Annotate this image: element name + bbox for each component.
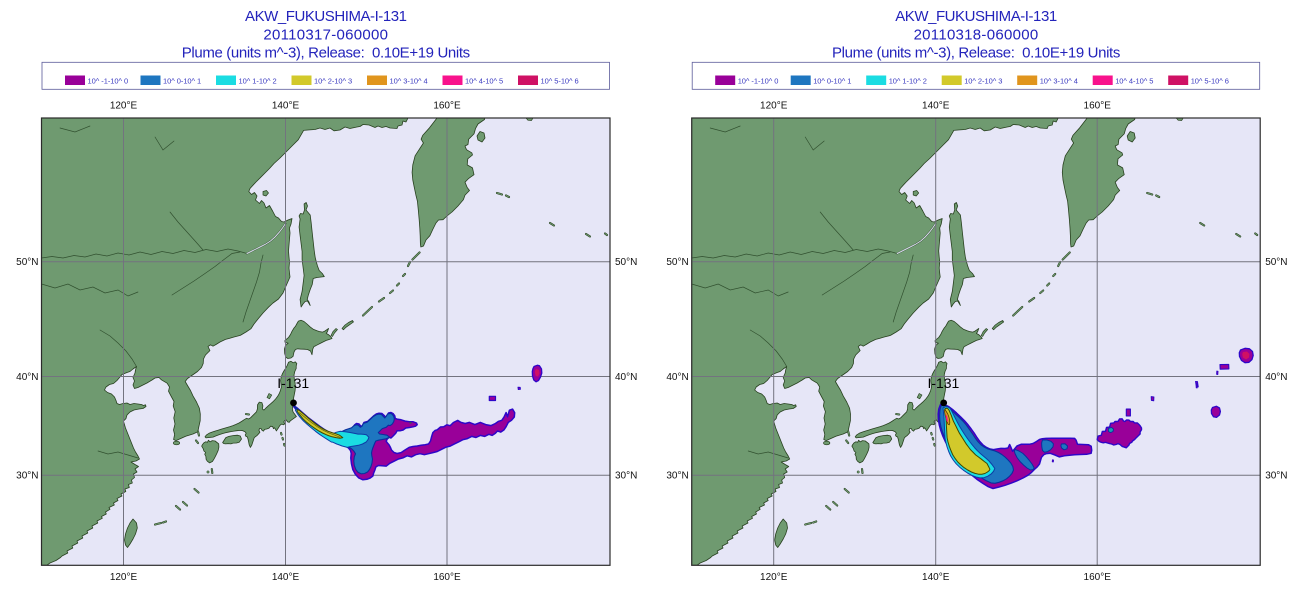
svg-text:10^ 5-10^ 6: 10^ 5-10^ 6 — [541, 77, 579, 86]
svg-text:30°N: 30°N — [666, 471, 688, 482]
svg-text:10^ 1-10^ 2: 10^ 1-10^ 2 — [239, 77, 277, 86]
svg-text:I-131: I-131 — [277, 375, 309, 391]
svg-text:140°E: 140°E — [922, 101, 950, 112]
svg-text:50°N: 50°N — [666, 257, 688, 268]
svg-text:AKW_FUKUSHIMA-I-131: AKW_FUKUSHIMA-I-131 — [245, 8, 407, 25]
svg-text:50°N: 50°N — [615, 257, 637, 268]
svg-text:160°E: 160°E — [1084, 101, 1112, 112]
svg-text:I-131: I-131 — [927, 375, 959, 391]
svg-text:Plume (units m^-3), Release:: Plume (units m^-3), Release: 0.10E+19 Un… — [832, 45, 1120, 62]
svg-text:160°E: 160°E — [433, 101, 461, 112]
svg-text:10^ 1-10^ 2: 10^ 1-10^ 2 — [889, 77, 927, 86]
svg-text:30°N: 30°N — [1265, 471, 1287, 482]
svg-text:10^ 5-10^ 6: 10^ 5-10^ 6 — [1191, 77, 1229, 86]
svg-text:30°N: 30°N — [16, 471, 38, 482]
svg-text:Plume (units m^-3), Release:: Plume (units m^-3), Release: 0.10E+19 Un… — [182, 45, 470, 62]
svg-text:160°E: 160°E — [1084, 572, 1112, 583]
svg-text:20110318-060000: 20110318-060000 — [914, 27, 1039, 44]
svg-text:10^ 4-10^ 5: 10^ 4-10^ 5 — [465, 77, 503, 86]
svg-text:140°E: 140°E — [272, 572, 300, 583]
svg-text:120°E: 120°E — [110, 101, 138, 112]
svg-text:10^ -1-10^ 0: 10^ -1-10^ 0 — [738, 77, 779, 86]
svg-text:120°E: 120°E — [760, 572, 788, 583]
svg-text:10^ 2-10^ 3: 10^ 2-10^ 3 — [964, 77, 1002, 86]
svg-text:10^ 0-10^ 1: 10^ 0-10^ 1 — [163, 77, 201, 86]
svg-text:20110317-060000: 20110317-060000 — [263, 27, 388, 44]
svg-text:160°E: 160°E — [433, 572, 461, 583]
svg-text:40°N: 40°N — [16, 372, 38, 383]
svg-text:140°E: 140°E — [272, 101, 300, 112]
svg-text:10^ -1-10^ 0: 10^ -1-10^ 0 — [88, 77, 129, 86]
svg-text:10^ 3-10^ 4: 10^ 3-10^ 4 — [390, 77, 428, 86]
svg-text:50°N: 50°N — [1265, 257, 1287, 268]
svg-text:40°N: 40°N — [666, 372, 688, 383]
svg-text:10^ 2-10^ 3: 10^ 2-10^ 3 — [314, 77, 352, 86]
svg-text:40°N: 40°N — [1265, 372, 1287, 383]
svg-text:50°N: 50°N — [16, 257, 38, 268]
svg-text:40°N: 40°N — [615, 372, 637, 383]
svg-text:10^ 3-10^ 4: 10^ 3-10^ 4 — [1040, 77, 1078, 86]
svg-text:AKW_FUKUSHIMA-I-131: AKW_FUKUSHIMA-I-131 — [895, 8, 1057, 25]
svg-text:140°E: 140°E — [922, 572, 950, 583]
svg-text:120°E: 120°E — [760, 101, 788, 112]
svg-text:120°E: 120°E — [110, 572, 138, 583]
svg-text:30°N: 30°N — [615, 471, 637, 482]
svg-text:10^ 4-10^ 5: 10^ 4-10^ 5 — [1115, 77, 1153, 86]
svg-text:10^ 0-10^ 1: 10^ 0-10^ 1 — [813, 77, 851, 86]
